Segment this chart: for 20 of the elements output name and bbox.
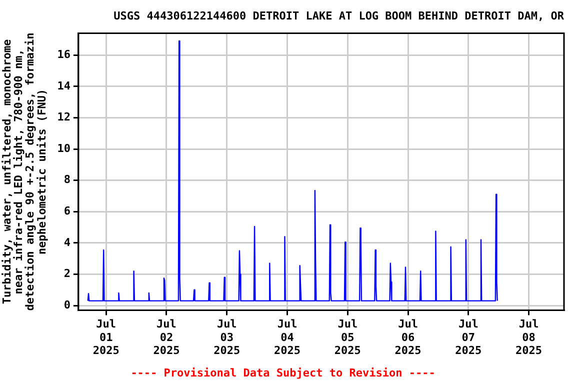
text: ---- Provisional Data Subject to Revision ---- [130, 366, 436, 380]
x-tick-label: Jul 01 2025 [92, 318, 120, 358]
x-tick-label: Jul 03 2025 [214, 318, 240, 358]
y-tick-label: 2 [64, 267, 70, 280]
y-tick-label: 12 [57, 110, 70, 124]
y-tick-label: 4 [64, 236, 71, 249]
y-axis-title: Turbidity, water, unfiltered, monochrome near infra-red LED light, 780-900 nm, detection angle 90 +-2.5 degrees, formazin nephelometric units (FNU) [0, 32, 48, 311]
x-tick-label: Jul 06 2025 [394, 318, 422, 358]
y-tick-label: 16 [57, 48, 71, 61]
y-tick-label: 0 [64, 298, 70, 312]
x-tick-label: Jul 02 2025 [153, 318, 180, 358]
y-tick-label: 14 [57, 79, 71, 92]
chart-title: USGS 444306122144600 DETROIT LAKE AT LOG BOOM BEHIND DETROIT DAM, OR [114, 9, 564, 22]
x-tick-label: Jul 04 2025 [274, 318, 301, 358]
x-tick-label: Jul 05 2025 [334, 318, 361, 358]
y-tick-label: 8 [64, 173, 70, 186]
x-tick-label: Jul 08 2025 [516, 318, 542, 358]
x-tick-label: Jul 07 2025 [455, 318, 482, 358]
y-tick-label: 10 [57, 142, 70, 155]
y-tick-label: 6 [64, 204, 71, 218]
